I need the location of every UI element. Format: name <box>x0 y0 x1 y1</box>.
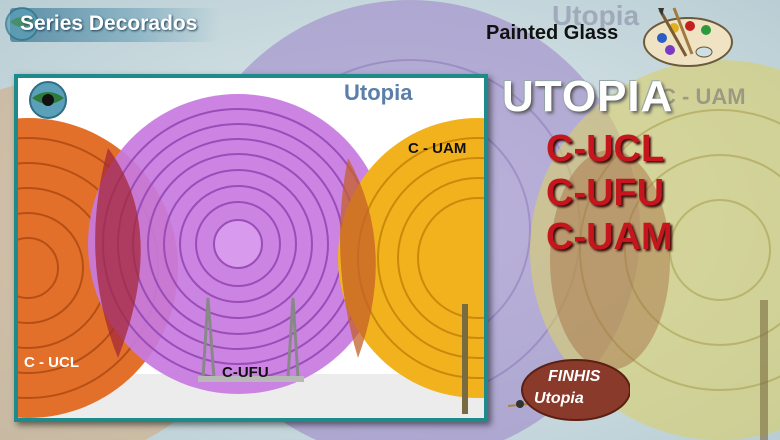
plate-label-uam: C - UAM <box>408 140 467 157</box>
plates-illustration <box>18 78 484 418</box>
globe-logo-icon <box>29 81 67 119</box>
plate-label-ucl: C - UCL <box>24 354 79 371</box>
background-uam-text: C - UAM <box>660 84 746 109</box>
tag-line-utopia: Utopia <box>534 390 584 407</box>
tag-line-finhis: FINHIS <box>548 368 601 385</box>
background-utopia-text: Utopia <box>552 0 640 31</box>
globe-icon <box>5 7 39 41</box>
photo-caption-utopia: Utopia <box>344 80 413 105</box>
utopia-title: UTOPIA <box>502 72 674 121</box>
code-uam: C-UAM <box>546 216 673 258</box>
finhis-tag[interactable] <box>506 358 630 424</box>
code-ufu: C-UFU <box>546 172 665 214</box>
series-title: Series Decorados <box>20 12 198 35</box>
title-tab <box>10 8 220 42</box>
plate-uam <box>338 118 484 398</box>
plate-label-ufu: C-UFU <box>222 364 269 381</box>
code-ucl: C-UCL <box>546 128 665 170</box>
product-photo: Utopia C - UAM C - UCL C-UFU <box>14 74 488 422</box>
paint-palette-icon <box>643 7 733 67</box>
painted-glass-label: Painted Glass <box>486 22 619 44</box>
